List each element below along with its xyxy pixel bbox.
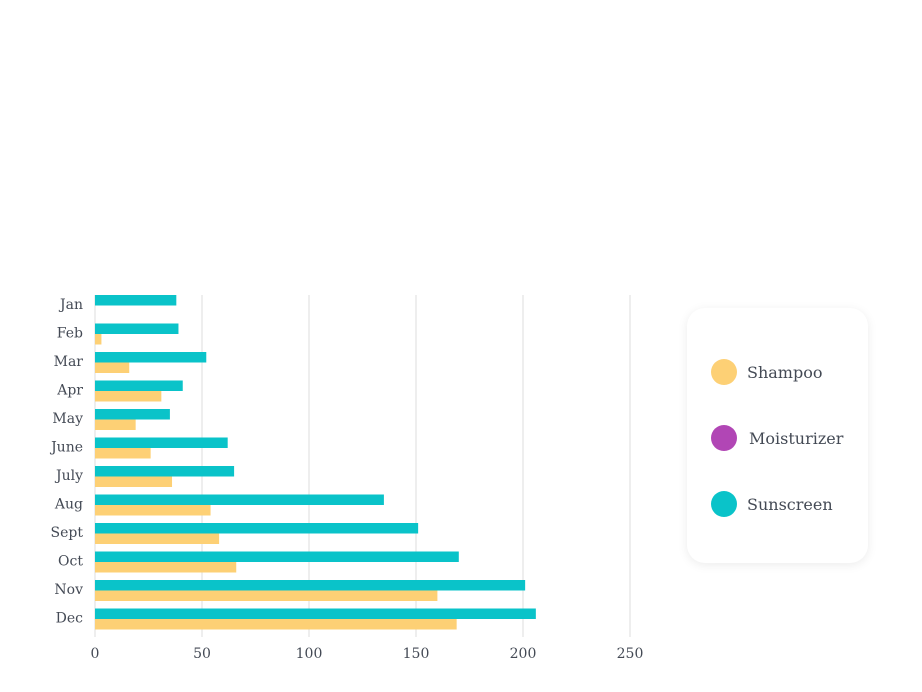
bar-sunscreen — [95, 580, 526, 591]
bar-shampoo — [95, 590, 438, 601]
x-tick-label: 250 — [617, 646, 644, 662]
category-label: Feb — [57, 326, 83, 342]
legend-item-sunscreen: Sunscreen — [711, 491, 833, 517]
bar-sunscreen — [95, 523, 419, 534]
bar-shampoo — [95, 391, 162, 402]
bar-sunscreen — [95, 295, 177, 306]
category-label: Sept — [51, 525, 84, 541]
category-label: Oct — [58, 554, 83, 570]
bar-sunscreen — [95, 323, 179, 334]
bar-shampoo — [95, 533, 220, 544]
bar-shampoo — [95, 505, 211, 516]
bars — [95, 295, 536, 630]
bar-shampoo — [95, 476, 173, 487]
category-labels: Jan Feb Mar Apr May June July Aug Sept Oct Nov Dec — [49, 297, 83, 627]
legend-swatch-shampoo — [711, 359, 737, 385]
legend-label-shampoo: Shampoo — [747, 362, 823, 382]
category-label: June — [49, 440, 83, 456]
legend-item-shampoo: Shampoo — [711, 359, 822, 385]
x-tick-label: 50 — [193, 646, 211, 662]
x-tick-labels: 0 50 100 150 200 250 — [91, 646, 644, 662]
bar-sunscreen — [95, 437, 228, 448]
bar-sunscreen — [95, 551, 459, 562]
bar-sunscreen — [95, 466, 235, 477]
bar-sunscreen — [95, 494, 384, 505]
bar-sunscreen — [95, 409, 170, 420]
x-tick-label: 200 — [510, 646, 537, 662]
category-label: Apr — [56, 383, 83, 399]
legend-item-moisturizer: Moisturizer — [711, 425, 843, 451]
category-label: May — [52, 411, 83, 427]
bar-shampoo — [95, 419, 136, 430]
category-label: July — [54, 468, 83, 484]
legend-label-sunscreen: Sunscreen — [747, 494, 833, 514]
bar-shampoo — [95, 362, 130, 373]
bar-sunscreen — [95, 352, 207, 363]
x-tick-label: 100 — [296, 646, 323, 662]
category-label: Dec — [56, 611, 84, 627]
bar-shampoo — [95, 562, 237, 573]
category-label: Jan — [58, 297, 83, 313]
bar-shampoo — [95, 619, 457, 630]
bar-shampoo — [95, 334, 102, 345]
legend-swatch-moisturizer — [711, 425, 737, 451]
legend-swatch-sunscreen — [711, 491, 737, 517]
category-label: Mar — [54, 354, 84, 370]
category-label: Nov — [54, 582, 83, 598]
bar-sunscreen — [95, 608, 536, 619]
legend: Shampoo Moisturizer Sunscreen — [687, 308, 868, 563]
x-tick-label: 150 — [403, 646, 430, 662]
category-label: Aug — [54, 497, 83, 513]
bar-shampoo — [95, 448, 151, 459]
legend-label-moisturizer: Moisturizer — [749, 428, 844, 448]
x-tick-label: 0 — [91, 646, 100, 662]
bar-sunscreen — [95, 380, 183, 391]
